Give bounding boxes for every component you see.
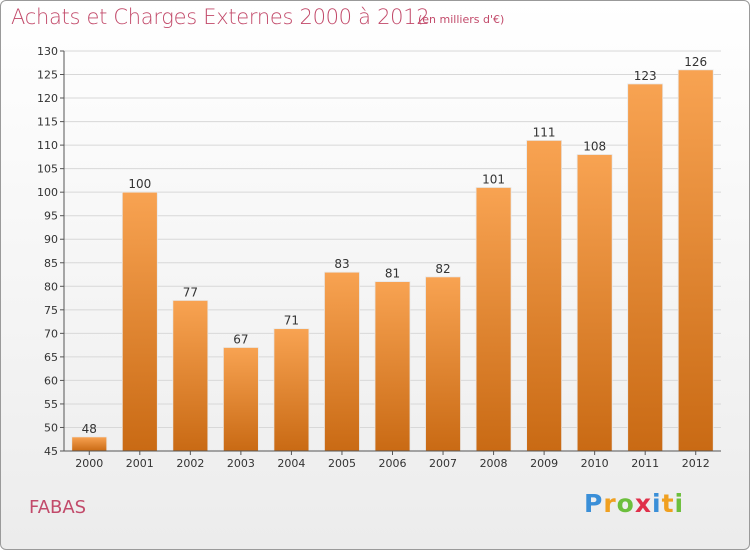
logo-letter: x (634, 489, 652, 518)
x-tick-label: 2011 (631, 457, 659, 470)
y-tick-label: 65 (44, 351, 58, 364)
bar (121, 191, 158, 452)
x-axis: 2000 2001 2002 2003 2004 2005 2006 2007 2008 2009… (64, 450, 721, 470)
logo-letter: r (603, 489, 617, 518)
x-tick-label: 2009 (530, 457, 558, 470)
x-tick-label: 2004 (277, 457, 305, 470)
proxiti-logo: Proxiti (584, 489, 684, 521)
bar-value-label: 77 (183, 285, 198, 299)
x-tick-label: 2002 (176, 457, 204, 470)
bar (172, 300, 209, 452)
y-tick-label: 85 (44, 257, 58, 270)
x-tick-label: 2007 (429, 457, 457, 470)
bars: 48 100 77 67 71 83 81 82 101 111 108 123 126 (71, 55, 714, 452)
y-tick-label: 95 (44, 210, 58, 223)
x-tick-label: 2003 (227, 457, 255, 470)
bar (677, 69, 714, 452)
bar-value-label: 71 (284, 314, 299, 328)
bar (576, 154, 613, 452)
y-tick-label: 90 (44, 233, 58, 246)
bar-value-label: 111 (533, 125, 556, 139)
y-tick-label: 105 (37, 163, 58, 176)
y-tick-label: 110 (37, 139, 58, 152)
y-tick-label: 45 (44, 445, 58, 458)
logo-letter: i (674, 489, 685, 518)
bar-value-label: 83 (334, 257, 349, 271)
y-tick-label: 55 (44, 398, 58, 411)
bar (425, 276, 461, 452)
bar-value-label: 48 (82, 422, 97, 436)
y-tick-label: 115 (37, 116, 58, 129)
bar (324, 271, 360, 452)
logo-letter: P (584, 489, 604, 518)
bar-value-label: 67 (233, 332, 248, 346)
y-tick-label: 125 (37, 69, 58, 82)
logo-letter: o (616, 489, 635, 518)
bar (627, 83, 664, 452)
x-tick-label: 2010 (581, 457, 609, 470)
x-tick-label: 2005 (328, 457, 356, 470)
x-tick-label: 2001 (126, 457, 154, 470)
bar-value-label: 126 (684, 55, 707, 69)
bar-value-label: 108 (583, 140, 606, 154)
bar-value-label: 101 (482, 172, 505, 186)
bar (273, 328, 310, 452)
bar (374, 281, 411, 452)
commune-name: FABAS (29, 497, 87, 518)
bar (222, 347, 259, 452)
bar-value-label: 81 (385, 267, 400, 281)
bar-value-label: 123 (634, 69, 657, 83)
x-tick-label: 2008 (480, 457, 508, 470)
bar (71, 436, 108, 452)
bar (475, 187, 512, 452)
x-tick-label: 2000 (75, 457, 103, 470)
logo-letter: i (652, 489, 662, 518)
y-tick-label: 60 (44, 374, 58, 387)
chart-title: Achats et Charges Externes 2000 à 2012 (11, 5, 430, 29)
y-tick-label: 50 (44, 421, 58, 434)
y-tick-label: 75 (44, 304, 58, 317)
bar-value-label: 100 (128, 177, 151, 191)
bar-value-label: 82 (435, 262, 450, 276)
bar (526, 140, 563, 452)
y-axis: 45 50 55 60 65 70 75 80 85 90 95 100 105 110 115 120 125… (37, 45, 65, 458)
y-tick-label: 70 (44, 327, 58, 340)
y-tick-label: 80 (44, 280, 58, 293)
y-tick-label: 100 (37, 186, 58, 199)
x-tick-label: 2006 (379, 457, 407, 470)
x-tick-label: 2012 (682, 457, 710, 470)
logo-letter: t (661, 489, 675, 518)
chart-subtitle: (en milliers d'€) (418, 13, 505, 26)
y-tick-label: 120 (37, 92, 58, 105)
y-tick-label: 130 (37, 45, 58, 58)
